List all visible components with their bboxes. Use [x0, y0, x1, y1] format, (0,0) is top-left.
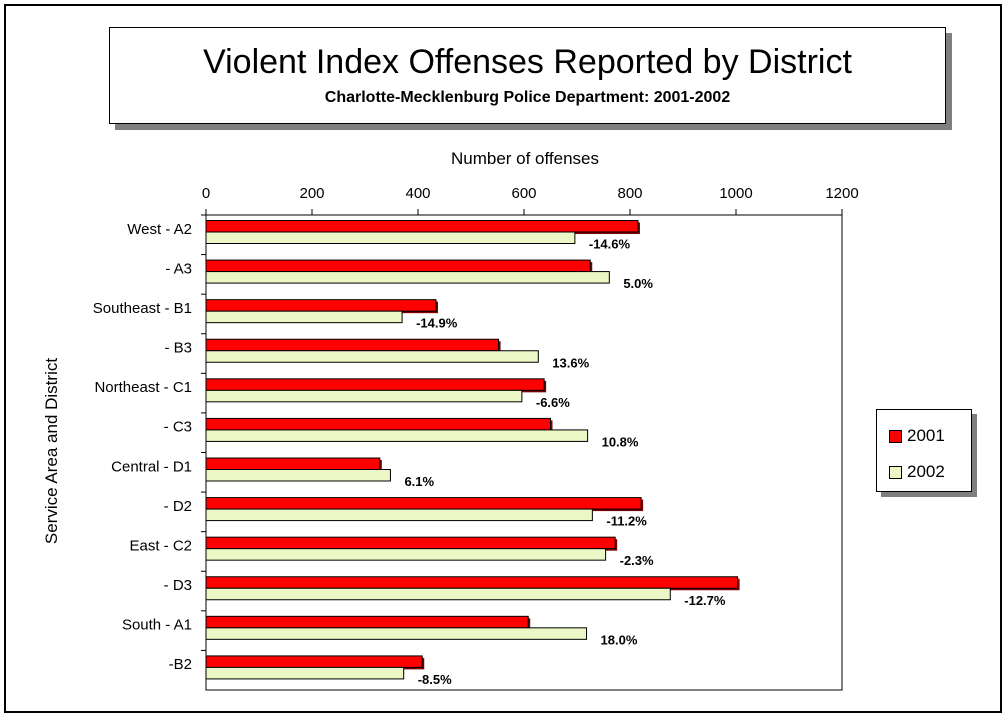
x-tick-label: 0 — [202, 185, 210, 202]
category-label: -B2 — [169, 656, 192, 673]
data-label-pct-change: 6.1% — [404, 474, 434, 489]
data-label-pct-change: 10.8% — [602, 434, 639, 449]
data-label-pct-change: -14.9% — [416, 316, 458, 331]
plot-area — [205, 214, 843, 691]
x-tick-label: 1200 — [825, 185, 858, 202]
x-tick-label: 400 — [405, 185, 430, 202]
bar-2001 — [205, 615, 529, 629]
x-tick-label: 600 — [511, 185, 536, 202]
y-axis-title: Service Area and District — [42, 358, 61, 544]
x-tick-label: 1000 — [719, 185, 752, 202]
chart-title: Violent Index Offenses Reported by Distr… — [203, 43, 852, 81]
bar-2001 — [205, 497, 642, 510]
legend-item-2002: 2002 — [889, 462, 945, 482]
data-label-pct-change: -2.3% — [620, 553, 654, 568]
category-label: - D3 — [164, 577, 192, 594]
x-tick-label: 800 — [617, 185, 642, 202]
category-label: Northeast - C1 — [94, 379, 192, 396]
category-label: West - A2 — [127, 221, 192, 238]
category-label: East - C2 — [129, 537, 192, 554]
bar-2001 — [205, 299, 437, 312]
category-label: - D2 — [164, 498, 192, 515]
data-label-pct-change: 5.0% — [623, 276, 653, 291]
bar-2002 — [205, 548, 607, 561]
legend-label-2002: 2002 — [907, 462, 945, 481]
legend: 2001 2002 — [876, 409, 972, 492]
bar-2002 — [205, 627, 588, 640]
bar-2002 — [205, 231, 576, 244]
category-label: Central - D1 — [111, 458, 192, 475]
category-label: Southeast - B1 — [93, 300, 192, 317]
data-label-pct-change: 13.6% — [552, 355, 589, 370]
bar-2001 — [205, 576, 739, 589]
bar-2001 — [205, 457, 381, 470]
data-label-pct-change: -12.7% — [684, 593, 726, 608]
category-label: - C3 — [164, 419, 192, 436]
data-label-pct-change: -14.6% — [589, 237, 631, 252]
bar-2001 — [205, 259, 591, 273]
data-label-pct-change: -6.6% — [536, 395, 570, 410]
data-label-pct-change: 18.0% — [601, 632, 638, 647]
legend-swatch-2001 — [889, 429, 902, 443]
bar-2002 — [205, 587, 671, 601]
bar-2001 — [205, 417, 551, 431]
legend-swatch-2002 — [889, 465, 902, 479]
bar-2002 — [205, 508, 593, 522]
bar-2002 — [205, 271, 610, 284]
bar-2002 — [205, 666, 405, 680]
bar-2002 — [205, 469, 391, 482]
x-tick-label: 200 — [299, 185, 324, 202]
x-axis-title: Number of offenses — [451, 149, 599, 168]
legend-item-2001: 2001 — [889, 426, 945, 446]
bar-2001 — [205, 655, 423, 668]
bar-2001 — [205, 378, 545, 391]
bar-2002 — [205, 310, 403, 324]
category-label: - B3 — [164, 340, 192, 357]
title-box: Violent Index Offenses Reported by Distr… — [109, 27, 946, 124]
category-label: - A3 — [165, 260, 192, 277]
bar-2001 — [205, 220, 639, 233]
bar-2001 — [205, 536, 616, 550]
data-label-pct-change: -8.5% — [418, 672, 452, 687]
legend-label-2001: 2001 — [907, 426, 945, 445]
bar-2002 — [205, 389, 523, 403]
chart-subtitle: Charlotte-Mecklenburg Police Department:… — [324, 89, 731, 106]
category-label: South - A1 — [122, 617, 192, 634]
data-label-pct-change: -11.2% — [606, 514, 647, 529]
bar-2002 — [205, 429, 589, 442]
bar-2001 — [205, 338, 500, 352]
bar-2002 — [205, 350, 539, 363]
